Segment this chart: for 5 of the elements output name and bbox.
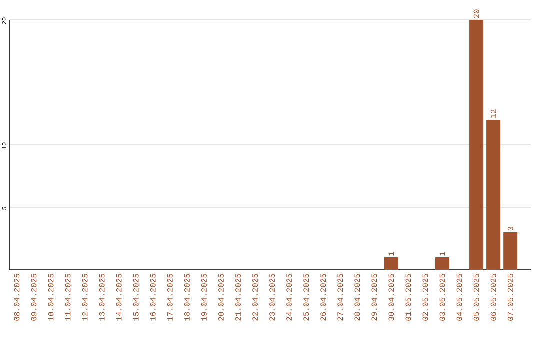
bar xyxy=(384,258,398,270)
bar xyxy=(470,20,484,270)
bar xyxy=(486,120,501,270)
bar xyxy=(435,258,450,270)
bar xyxy=(504,232,518,270)
